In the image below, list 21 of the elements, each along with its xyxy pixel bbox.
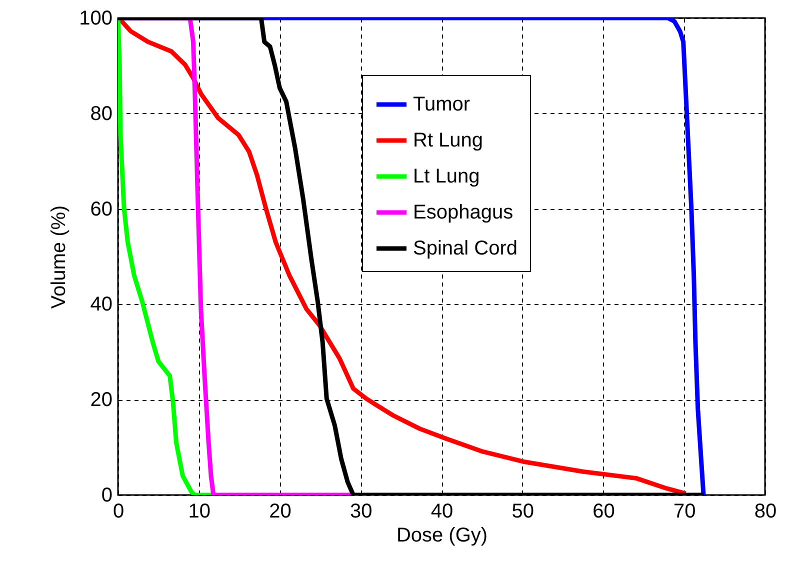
legend-label: Lt Lung bbox=[413, 166, 480, 188]
legend-label: Esophagus bbox=[413, 202, 514, 224]
y-tick-label: 60 bbox=[90, 198, 112, 220]
legend-label: Rt Lung bbox=[413, 130, 484, 152]
x-tick-label: 80 bbox=[754, 500, 777, 522]
y-tick-label: 40 bbox=[90, 294, 112, 316]
legend-label: Tumor bbox=[413, 94, 470, 116]
y-tick-label: 80 bbox=[90, 102, 112, 125]
x-tick-label: 40 bbox=[430, 500, 454, 522]
y-tick-label: 0 bbox=[101, 484, 112, 506]
x-tick-label: 70 bbox=[674, 500, 696, 522]
y-axis-title: Volume (%) bbox=[48, 205, 70, 309]
legend-label: Spinal Cord bbox=[413, 238, 518, 260]
x-tick-label: 30 bbox=[350, 500, 372, 522]
x-tick-label: 20 bbox=[269, 500, 292, 522]
x-tick-label: 60 bbox=[592, 500, 615, 522]
x-tick-label: 50 bbox=[512, 500, 534, 522]
x-tick-label: 10 bbox=[188, 500, 210, 522]
y-tick-label: 100 bbox=[79, 8, 112, 30]
y-tick-label: 20 bbox=[90, 389, 112, 412]
x-axis-title: Dose (Gy) bbox=[396, 524, 488, 546]
